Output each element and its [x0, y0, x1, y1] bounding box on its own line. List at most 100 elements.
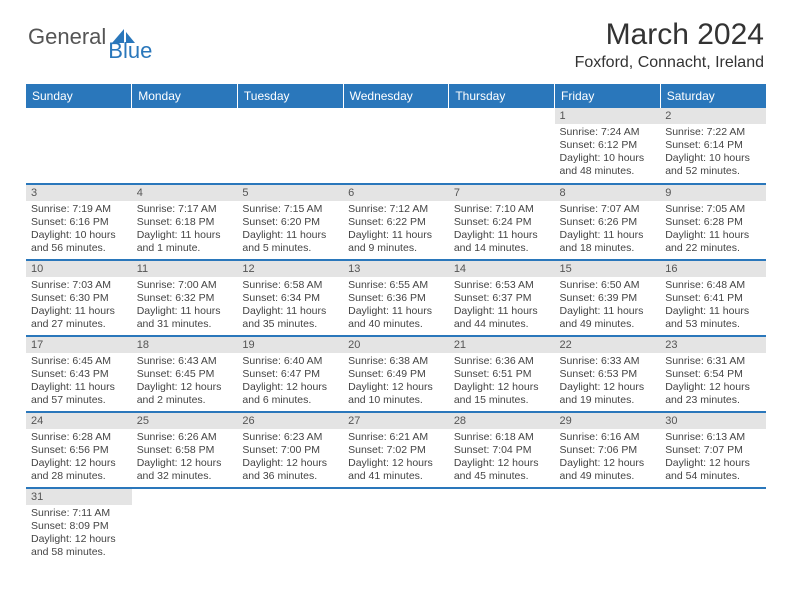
day-details: Sunrise: 7:07 AMSunset: 6:26 PMDaylight:…	[555, 201, 661, 259]
day-number: 9	[660, 185, 766, 201]
daylight-text: Daylight: 12 hours and 54 minutes.	[665, 457, 761, 483]
sunrise-text: Sunrise: 6:50 AM	[560, 279, 656, 292]
sunset-text: Sunset: 6:47 PM	[242, 368, 338, 381]
sunset-text: Sunset: 6:12 PM	[560, 139, 656, 152]
sunrise-text: Sunrise: 7:05 AM	[665, 203, 761, 216]
calendar-cell: 3Sunrise: 7:19 AMSunset: 6:16 PMDaylight…	[26, 184, 132, 260]
calendar-cell	[555, 488, 661, 564]
sunrise-text: Sunrise: 7:07 AM	[560, 203, 656, 216]
calendar-cell	[660, 488, 766, 564]
day-details: Sunrise: 7:15 AMSunset: 6:20 PMDaylight:…	[237, 201, 343, 259]
calendar-cell: 8Sunrise: 7:07 AMSunset: 6:26 PMDaylight…	[555, 184, 661, 260]
sunset-text: Sunset: 7:07 PM	[665, 444, 761, 457]
sunset-text: Sunset: 6:56 PM	[31, 444, 127, 457]
daylight-text: Daylight: 11 hours and 35 minutes.	[242, 305, 338, 331]
day-details: Sunrise: 6:48 AMSunset: 6:41 PMDaylight:…	[660, 277, 766, 335]
sunset-text: Sunset: 6:14 PM	[665, 139, 761, 152]
calendar-cell: 30Sunrise: 6:13 AMSunset: 7:07 PMDayligh…	[660, 412, 766, 488]
calendar-cell	[132, 108, 238, 184]
calendar-row: 10Sunrise: 7:03 AMSunset: 6:30 PMDayligh…	[26, 260, 766, 336]
sunset-text: Sunset: 6:41 PM	[665, 292, 761, 305]
sunset-text: Sunset: 6:58 PM	[137, 444, 233, 457]
day-number: 8	[555, 185, 661, 201]
sunrise-text: Sunrise: 6:48 AM	[665, 279, 761, 292]
day-details: Sunrise: 7:00 AMSunset: 6:32 PMDaylight:…	[132, 277, 238, 335]
sunrise-text: Sunrise: 6:45 AM	[31, 355, 127, 368]
sunset-text: Sunset: 6:49 PM	[348, 368, 444, 381]
day-number: 12	[237, 261, 343, 277]
daylight-text: Daylight: 12 hours and 10 minutes.	[348, 381, 444, 407]
sunrise-text: Sunrise: 7:15 AM	[242, 203, 338, 216]
sunset-text: Sunset: 7:02 PM	[348, 444, 444, 457]
day-details: Sunrise: 7:03 AMSunset: 6:30 PMDaylight:…	[26, 277, 132, 335]
calendar-cell: 14Sunrise: 6:53 AMSunset: 6:37 PMDayligh…	[449, 260, 555, 336]
day-details: Sunrise: 6:28 AMSunset: 6:56 PMDaylight:…	[26, 429, 132, 487]
daylight-text: Daylight: 12 hours and 49 minutes.	[560, 457, 656, 483]
sunrise-text: Sunrise: 6:55 AM	[348, 279, 444, 292]
daylight-text: Daylight: 11 hours and 1 minute.	[137, 229, 233, 255]
daylight-text: Daylight: 11 hours and 53 minutes.	[665, 305, 761, 331]
sunset-text: Sunset: 7:04 PM	[454, 444, 550, 457]
title-block: March 2024 Foxford, Connacht, Ireland	[575, 18, 764, 72]
sunrise-text: Sunrise: 6:28 AM	[31, 431, 127, 444]
calendar-cell: 19Sunrise: 6:40 AMSunset: 6:47 PMDayligh…	[237, 336, 343, 412]
sunrise-text: Sunrise: 7:00 AM	[137, 279, 233, 292]
daylight-text: Daylight: 12 hours and 58 minutes.	[31, 533, 127, 559]
daylight-text: Daylight: 12 hours and 32 minutes.	[137, 457, 233, 483]
sunset-text: Sunset: 6:51 PM	[454, 368, 550, 381]
day-number: 23	[660, 337, 766, 353]
daylight-text: Daylight: 12 hours and 36 minutes.	[242, 457, 338, 483]
day-details: Sunrise: 6:43 AMSunset: 6:45 PMDaylight:…	[132, 353, 238, 411]
calendar-row: 1Sunrise: 7:24 AMSunset: 6:12 PMDaylight…	[26, 108, 766, 184]
sunrise-text: Sunrise: 7:10 AM	[454, 203, 550, 216]
sunset-text: Sunset: 6:53 PM	[560, 368, 656, 381]
day-details: Sunrise: 6:50 AMSunset: 6:39 PMDaylight:…	[555, 277, 661, 335]
calendar-cell: 5Sunrise: 7:15 AMSunset: 6:20 PMDaylight…	[237, 184, 343, 260]
weekday-header-row: Sunday Monday Tuesday Wednesday Thursday…	[26, 84, 766, 108]
daylight-text: Daylight: 12 hours and 28 minutes.	[31, 457, 127, 483]
day-number: 7	[449, 185, 555, 201]
weekday-header: Wednesday	[343, 84, 449, 108]
day-number: 20	[343, 337, 449, 353]
day-details: Sunrise: 6:31 AMSunset: 6:54 PMDaylight:…	[660, 353, 766, 411]
day-number: 31	[26, 489, 132, 505]
sunrise-text: Sunrise: 7:19 AM	[31, 203, 127, 216]
calendar-cell	[26, 108, 132, 184]
daylight-text: Daylight: 11 hours and 49 minutes.	[560, 305, 656, 331]
sunrise-text: Sunrise: 6:38 AM	[348, 355, 444, 368]
sunrise-text: Sunrise: 6:18 AM	[454, 431, 550, 444]
weekday-header: Friday	[555, 84, 661, 108]
sunset-text: Sunset: 6:36 PM	[348, 292, 444, 305]
calendar-row: 31Sunrise: 7:11 AMSunset: 8:09 PMDayligh…	[26, 488, 766, 564]
day-details: Sunrise: 6:55 AMSunset: 6:36 PMDaylight:…	[343, 277, 449, 335]
sunrise-text: Sunrise: 6:53 AM	[454, 279, 550, 292]
day-number: 25	[132, 413, 238, 429]
day-details: Sunrise: 6:40 AMSunset: 6:47 PMDaylight:…	[237, 353, 343, 411]
daylight-text: Daylight: 12 hours and 45 minutes.	[454, 457, 550, 483]
day-details: Sunrise: 6:38 AMSunset: 6:49 PMDaylight:…	[343, 353, 449, 411]
day-number: 6	[343, 185, 449, 201]
sunset-text: Sunset: 6:26 PM	[560, 216, 656, 229]
day-details: Sunrise: 7:11 AMSunset: 8:09 PMDaylight:…	[26, 505, 132, 563]
calendar-cell	[132, 488, 238, 564]
day-number: 14	[449, 261, 555, 277]
sunset-text: Sunset: 6:45 PM	[137, 368, 233, 381]
calendar-cell: 17Sunrise: 6:45 AMSunset: 6:43 PMDayligh…	[26, 336, 132, 412]
sunrise-text: Sunrise: 7:22 AM	[665, 126, 761, 139]
daylight-text: Daylight: 10 hours and 56 minutes.	[31, 229, 127, 255]
day-details: Sunrise: 7:24 AMSunset: 6:12 PMDaylight:…	[555, 124, 661, 182]
daylight-text: Daylight: 12 hours and 19 minutes.	[560, 381, 656, 407]
calendar-cell: 23Sunrise: 6:31 AMSunset: 6:54 PMDayligh…	[660, 336, 766, 412]
weekday-header: Saturday	[660, 84, 766, 108]
day-number: 24	[26, 413, 132, 429]
daylight-text: Daylight: 11 hours and 9 minutes.	[348, 229, 444, 255]
sunrise-text: Sunrise: 6:43 AM	[137, 355, 233, 368]
day-number: 3	[26, 185, 132, 201]
sunset-text: Sunset: 6:24 PM	[454, 216, 550, 229]
calendar-cell	[449, 488, 555, 564]
calendar-cell: 20Sunrise: 6:38 AMSunset: 6:49 PMDayligh…	[343, 336, 449, 412]
calendar-cell: 1Sunrise: 7:24 AMSunset: 6:12 PMDaylight…	[555, 108, 661, 184]
month-title: March 2024	[575, 18, 764, 52]
sunset-text: Sunset: 6:22 PM	[348, 216, 444, 229]
sunrise-text: Sunrise: 6:31 AM	[665, 355, 761, 368]
